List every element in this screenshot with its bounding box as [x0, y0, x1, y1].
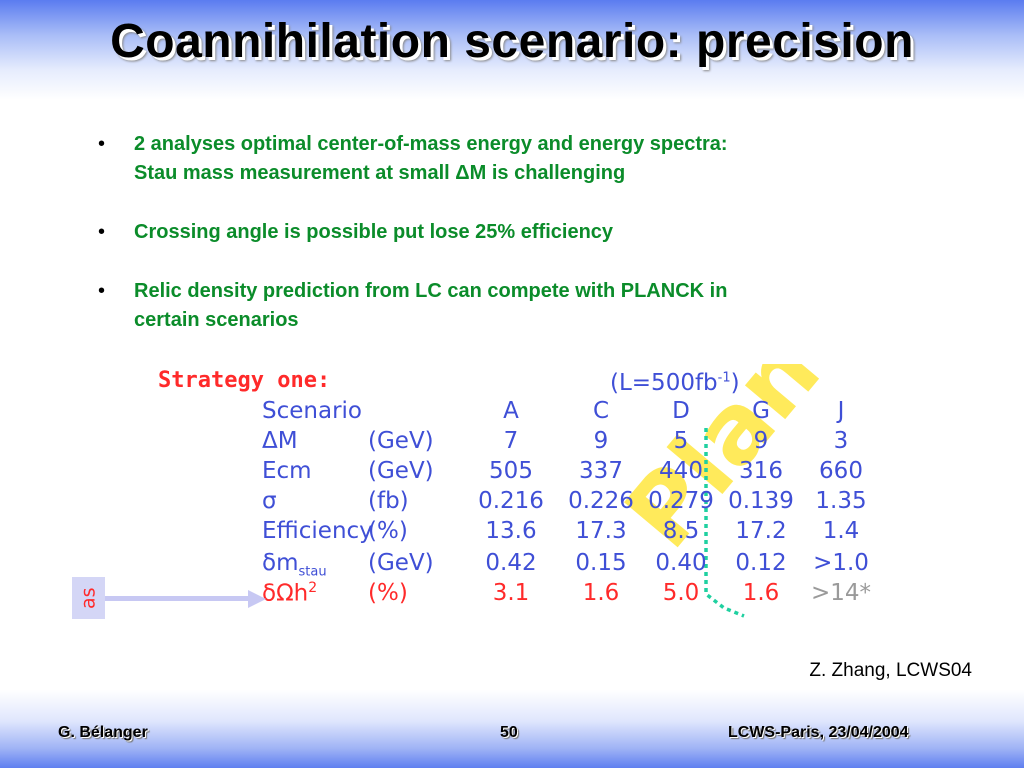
- table-cell: 3.1: [492, 580, 530, 606]
- luminosity-exponent: -1: [717, 370, 731, 386]
- table-cell: >1.0: [813, 550, 869, 576]
- table-row-label: Efficiency: [262, 518, 373, 544]
- bullet-item: • 2 analyses optimal center-of-mass ener…: [96, 130, 916, 188]
- bullet-text-line: certain scenarios: [134, 309, 299, 331]
- table-row-label-text: δm: [262, 550, 299, 576]
- table-cell: 13.6: [485, 518, 537, 544]
- figure-credit: Z. Zhang, LCWS04: [809, 660, 972, 681]
- table-row-label-text: Ecm: [262, 458, 312, 484]
- cut-off-side-label: as: [72, 577, 105, 619]
- table-row-label-superscript: 2: [308, 580, 318, 596]
- table-cell: 440: [659, 458, 703, 484]
- table-cell: 0.42: [485, 550, 537, 576]
- bullet-text-line: Stau mass measurement at small ΔM is cha…: [134, 162, 626, 184]
- table-cell: 3: [833, 428, 849, 454]
- table-row-unit: (GeV): [368, 428, 434, 454]
- table-cell: 505: [489, 458, 533, 484]
- table-cell: 316: [739, 458, 783, 484]
- footer-event: LCWS-Paris, 23/04/2004: [728, 724, 909, 741]
- table-cell: 17.3: [575, 518, 627, 544]
- strategy-table-figure: Planck Strategy one: (L=500fb-1) Scenari…: [72, 364, 892, 620]
- table-column-header: C: [592, 398, 610, 424]
- table-column-header: A: [503, 398, 519, 424]
- table-row-label-text: Efficiency: [262, 518, 373, 544]
- table-cell: 8.5: [662, 518, 700, 544]
- table-row-label: δmstau: [262, 550, 327, 580]
- table-cell: 1.35: [815, 488, 867, 514]
- bullet-list: • 2 analyses optimal center-of-mass ener…: [96, 130, 916, 365]
- table-cell: 0.279: [648, 488, 714, 514]
- table-cell: 0.12: [735, 550, 787, 576]
- planck-overlay-graphic: Planck: [604, 364, 892, 618]
- table-row-label: σ: [262, 488, 277, 514]
- table-row-unit: (GeV): [368, 458, 434, 484]
- luminosity-close: ): [730, 370, 740, 396]
- bullet-marker: •: [98, 280, 106, 302]
- table-column-header: D: [672, 398, 690, 424]
- table-cell: 1.6: [582, 580, 620, 606]
- table-cell: 0.226: [568, 488, 634, 514]
- table-cell: 337: [579, 458, 623, 484]
- table-cell: 0.139: [728, 488, 794, 514]
- table-row-label-text: ΔM: [262, 428, 298, 454]
- table-cell: 660: [819, 458, 863, 484]
- table-cell: 7: [503, 428, 519, 454]
- table-row-label-text: σ: [262, 488, 277, 514]
- table-cell: 9: [753, 428, 769, 454]
- pointer-arrow-head: [248, 590, 266, 608]
- table-row-unit: (GeV): [368, 550, 434, 576]
- table-row-label-subscript: stau: [298, 564, 327, 580]
- bullet-marker: •: [98, 221, 106, 243]
- table-row-label: Scenario: [262, 398, 362, 424]
- table-row-label-text: δΩh: [262, 580, 309, 607]
- bullet-text-line: Crossing angle is possible put lose 25% …: [134, 221, 614, 243]
- table-row-label: Ecm: [262, 458, 312, 484]
- footer-author: G. Bélanger: [58, 724, 148, 741]
- table-row-label: δΩh2: [262, 580, 317, 607]
- luminosity-label: (L=500fb-1): [610, 370, 740, 396]
- table-cell: 0.15: [575, 550, 627, 576]
- table-column-header: G: [752, 398, 770, 424]
- bullet-text-line: Relic density prediction from LC can com…: [134, 280, 728, 302]
- title-background-band: [0, 0, 1024, 100]
- table-row-unit: (%): [368, 580, 408, 606]
- table-row-label: ΔM: [262, 428, 298, 454]
- bullet-item: • Relic density prediction from LC can c…: [96, 277, 916, 335]
- slide-title: Coannihilation scenario: precision: [110, 15, 914, 68]
- luminosity-base: (L=500fb: [610, 370, 718, 396]
- bullet-marker: •: [98, 133, 106, 155]
- pointer-arrow-shaft: [105, 596, 250, 601]
- table-cell: 0.40: [655, 550, 707, 576]
- dashed-divider-line: [704, 428, 745, 618]
- table-cell: 1.4: [822, 518, 860, 544]
- table-cell: 9: [593, 428, 609, 454]
- table-cell: 1.6: [742, 580, 780, 606]
- table-column-header: J: [837, 398, 845, 424]
- table-cell: 0.216: [478, 488, 544, 514]
- table-cell: 17.2: [735, 518, 787, 544]
- strategy-label: Strategy one:: [158, 368, 331, 393]
- table-cell: 5: [673, 428, 689, 454]
- table-row-label-text: Scenario: [262, 398, 362, 424]
- bullet-item: • Crossing angle is possible put lose 25…: [96, 218, 916, 247]
- footer-background-band: [0, 690, 1024, 768]
- table-row-unit: (%): [368, 518, 408, 544]
- table-cell: >14*: [810, 580, 872, 606]
- table-row-unit: (fb): [368, 488, 409, 514]
- table-cell: 5.0: [662, 580, 700, 606]
- footer-page-number: 50: [500, 724, 518, 741]
- bullet-text-line: 2 analyses optimal center-of-mass energy…: [134, 133, 728, 155]
